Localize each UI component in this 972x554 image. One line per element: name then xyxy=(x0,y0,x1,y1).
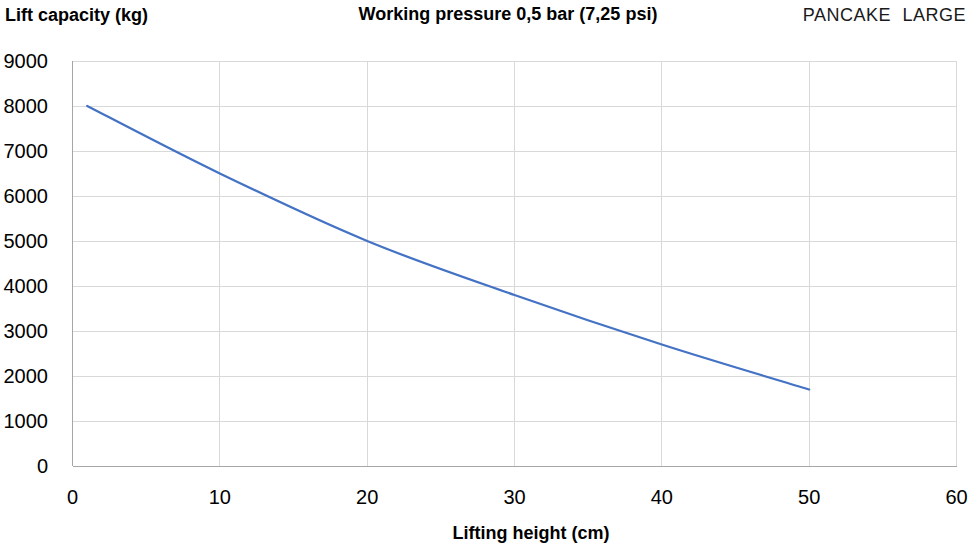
y-tick-label: 4000 xyxy=(4,275,49,297)
y-tick-label: 1000 xyxy=(4,410,49,432)
y-tick-label: 3000 xyxy=(4,320,49,342)
x-axis-tick-labels: 0 10 20 30 40 50 60 xyxy=(67,486,968,508)
x-tick-label: 50 xyxy=(798,486,820,508)
y-tick-label: 8000 xyxy=(4,95,49,117)
x-axis-title: Lifting height (cm) xyxy=(453,523,610,544)
x-tick-label: 40 xyxy=(651,486,673,508)
chart-container: Lift capacity (kg) Working pressure 0,5 … xyxy=(0,0,972,554)
gridlines xyxy=(73,61,957,466)
x-tick-label: 60 xyxy=(945,486,967,508)
plot-area: 0 1000 2000 3000 4000 5000 6000 7000 8000 9000 0 1… xyxy=(0,0,972,554)
y-tick-label: 2000 xyxy=(4,365,49,387)
x-tick-label: 20 xyxy=(356,486,378,508)
y-axis-tick-labels: 0 1000 2000 3000 4000 5000 6000 7000 8000 9000 xyxy=(4,50,49,477)
y-tick-label: 5000 xyxy=(4,230,49,252)
y-tick-label: 9000 xyxy=(4,50,49,72)
y-tick-label: 7000 xyxy=(4,140,49,162)
series-line xyxy=(87,106,809,390)
y-tick-label: 6000 xyxy=(4,185,49,207)
x-tick-label: 30 xyxy=(503,486,525,508)
y-tick-label: 0 xyxy=(37,455,48,477)
x-tick-label: 10 xyxy=(209,486,231,508)
x-tick-label: 0 xyxy=(67,486,78,508)
